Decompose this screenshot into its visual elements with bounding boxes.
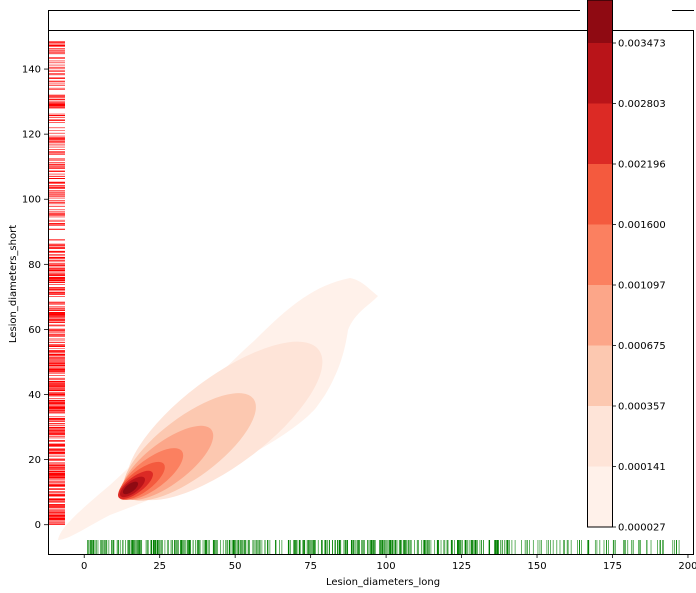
x-axis-label: Lesion_diameters_long xyxy=(326,577,440,588)
colorbar-tick-label: 0.002803 xyxy=(618,99,666,110)
y-tick-label: 100 xyxy=(22,195,41,206)
y-tick-label: 140 xyxy=(22,65,41,76)
y-axis-label: Lesion_diameters_short xyxy=(8,225,19,343)
x-axis-ticks: 0 25 50 75 100 125 150 175 200 xyxy=(81,554,696,572)
colorbar-tick-label: 0.000027 xyxy=(618,523,666,534)
contour-level-9 xyxy=(122,481,139,495)
y-tick-label: 80 xyxy=(28,260,41,271)
colorbar-tick-label: 0.000675 xyxy=(618,341,666,352)
colorbar-tick-label: 0.003473 xyxy=(618,39,666,50)
x-tick-label: 0 xyxy=(81,561,87,572)
plot-frame xyxy=(48,30,694,555)
x-tick-label: 200 xyxy=(678,561,696,572)
top-marginal-frame xyxy=(48,10,694,30)
colorbar-segment xyxy=(587,0,613,43)
y-tick-label: 0 xyxy=(35,520,41,531)
x-rug xyxy=(87,540,680,554)
colorbar-tick-label: 0.000357 xyxy=(618,402,666,413)
colorbar-segment xyxy=(587,466,613,527)
colorbar-segment xyxy=(587,164,613,225)
x-tick-label: 75 xyxy=(304,561,317,572)
colorbar-tick-label: 0.001600 xyxy=(618,220,666,231)
colorbar-tick-label: 0.000141 xyxy=(618,462,666,473)
colorbar-segment xyxy=(587,406,613,467)
colorbar-segment xyxy=(587,345,613,406)
y-axis-ticks: 0 20 40 60 80 100 120 140 xyxy=(22,65,48,531)
colorbar-segment xyxy=(587,43,613,104)
colorbar-segment xyxy=(587,224,613,285)
x-tick-label: 150 xyxy=(527,561,546,572)
y-tick-label: 20 xyxy=(28,455,41,466)
y-tick-label: 60 xyxy=(28,325,41,336)
colorbar-frame xyxy=(587,0,613,528)
colorbar-segment xyxy=(587,285,613,346)
x-tick-label: 50 xyxy=(229,561,242,572)
x-tick-label: 175 xyxy=(603,561,622,572)
colorbar-segment xyxy=(587,103,613,164)
colorbar-tick-label: 0.001097 xyxy=(618,281,666,292)
density-contours xyxy=(58,278,378,540)
colorbar-tick-label: 0.002196 xyxy=(618,160,666,171)
x-tick-label: 25 xyxy=(153,561,166,572)
x-tick-label: 125 xyxy=(452,561,471,572)
y-tick-label: 40 xyxy=(28,390,41,401)
colorbar: 0.000027 0.000141 0.000357 0.000675 0.001097… xyxy=(587,0,666,534)
x-tick-label: 100 xyxy=(377,561,396,572)
y-rug xyxy=(48,41,65,525)
y-tick-label: 120 xyxy=(22,130,41,141)
